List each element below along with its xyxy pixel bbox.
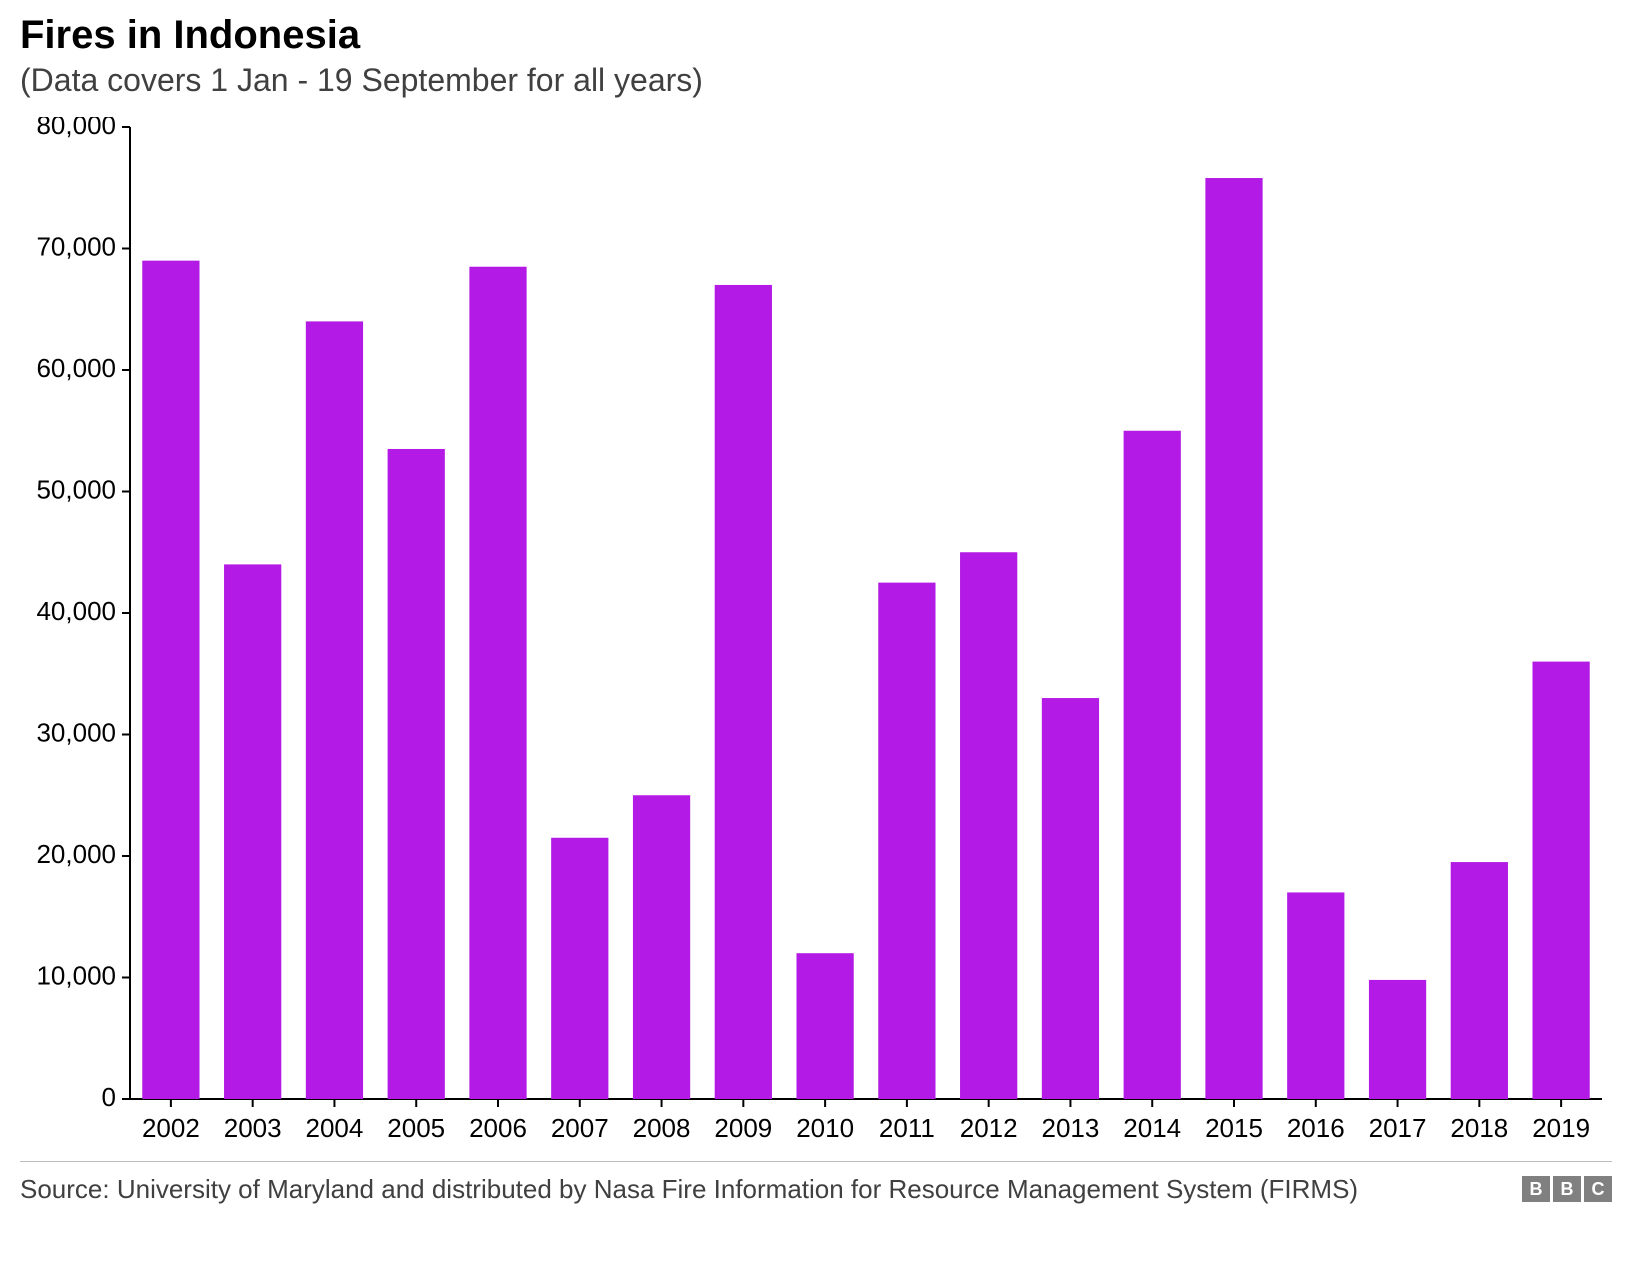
x-tick-label: 2011 [879, 1113, 935, 1143]
x-tick-label: 2016 [1287, 1113, 1345, 1143]
x-tick-label: 2018 [1450, 1113, 1508, 1143]
bar [1124, 431, 1181, 1099]
bar [1042, 698, 1099, 1099]
y-tick-label: 50,000 [36, 474, 116, 504]
y-tick-label: 40,000 [36, 596, 116, 626]
bar [388, 449, 445, 1099]
source-text: Source: University of Maryland and distr… [20, 1172, 1502, 1207]
y-tick-label: 60,000 [36, 353, 116, 383]
x-tick-label: 2009 [714, 1113, 772, 1143]
x-tick-label: 2010 [796, 1113, 854, 1143]
x-tick-label: 2006 [469, 1113, 527, 1143]
x-tick-label: 2007 [551, 1113, 609, 1143]
y-tick-label: 70,000 [36, 231, 116, 261]
bbc-logo-letter: C [1584, 1176, 1612, 1202]
bar [1451, 862, 1508, 1099]
x-tick-label: 2003 [224, 1113, 282, 1143]
y-tick-label: 20,000 [36, 839, 116, 869]
y-tick-label: 0 [102, 1082, 116, 1112]
bar [142, 261, 199, 1099]
bar [551, 838, 608, 1099]
bar [469, 267, 526, 1099]
x-tick-label: 2012 [960, 1113, 1018, 1143]
chart-title: Fires in Indonesia [20, 12, 1612, 58]
x-tick-label: 2005 [387, 1113, 445, 1143]
bar [1205, 178, 1262, 1099]
x-tick-label: 2002 [142, 1113, 200, 1143]
y-tick-label: 30,000 [36, 717, 116, 747]
x-tick-label: 2008 [633, 1113, 691, 1143]
bar [960, 552, 1017, 1099]
chart-area: 0 10,000 20,000 30,000 40,000 50,000 60,000 70,… [20, 117, 1612, 1147]
bbc-logo: B B C [1522, 1176, 1612, 1202]
bar [306, 321, 363, 1099]
chart-subtitle: (Data covers 1 Jan - 19 September for al… [20, 62, 1612, 99]
chart-footer: Source: University of Maryland and distr… [20, 1161, 1612, 1207]
bar-chart-svg: 0 10,000 20,000 30,000 40,000 50,000 60,000 70,… [20, 117, 1612, 1147]
x-tick-label: 2015 [1205, 1113, 1263, 1143]
bar [224, 564, 281, 1099]
bbc-logo-letter: B [1522, 1176, 1550, 1202]
bar [715, 285, 772, 1099]
x-tick-label: 2013 [1042, 1113, 1100, 1143]
bar [1287, 892, 1344, 1099]
bar [1369, 980, 1426, 1099]
bbc-logo-letter: B [1553, 1176, 1581, 1202]
bar [796, 953, 853, 1099]
x-tick-label: 2004 [306, 1113, 364, 1143]
x-tick-label: 2019 [1532, 1113, 1590, 1143]
bar [1532, 662, 1589, 1099]
y-tick-label: 10,000 [36, 960, 116, 990]
x-tick-label: 2017 [1369, 1113, 1427, 1143]
x-tick-label: 2014 [1123, 1113, 1181, 1143]
y-tick-label: 80,000 [36, 117, 116, 140]
bar [878, 583, 935, 1099]
bar [633, 795, 690, 1099]
